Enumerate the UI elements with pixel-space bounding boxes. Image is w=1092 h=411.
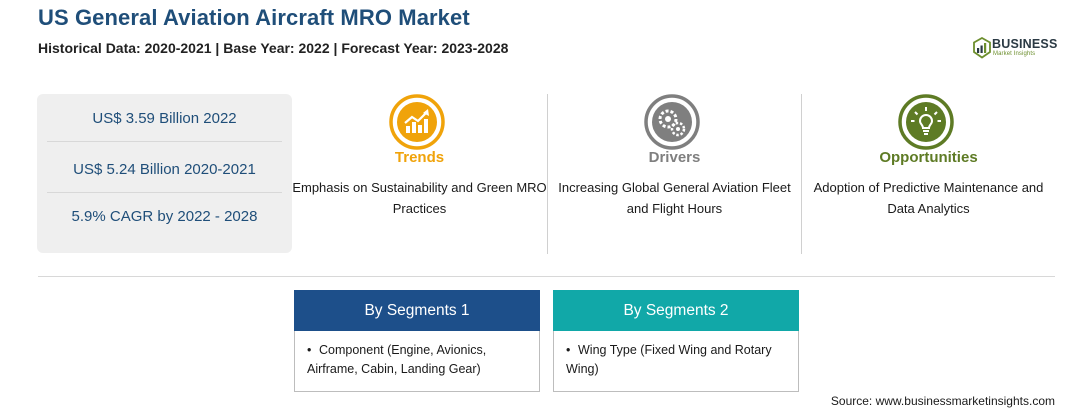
brand-logo-icon (973, 37, 991, 59)
trend-chart-icon (389, 94, 445, 150)
segment-1-list: • Component (Engine, Avionics, Airframe, … (307, 341, 529, 379)
brand-logo-tagline: Market Insights (993, 51, 1036, 57)
bullet-icon: • (566, 343, 571, 357)
stat-divider (47, 192, 282, 193)
segment-card-1: By Segments 1 • Component (Engine, Avioni… (294, 290, 540, 392)
stat-cagr: 5.9% CAGR by 2022 - 2028 (71, 208, 258, 225)
drivers-text: Increasing Global General Aviation Fleet… (558, 180, 791, 216)
segment-card-2: By Segments 2 • Wing Type (Fixed Wing and… (553, 290, 799, 392)
trends-heading: Trends (394, 149, 445, 166)
segment-1-item: Component (Engine, Avionics, Airframe, C… (307, 343, 487, 376)
column-divider (547, 94, 548, 254)
segment-2-list: • Wing Type (Fixed Wing and Rotary Wing) (566, 341, 788, 379)
segment-1-heading: By Segments 1 (294, 290, 540, 331)
drivers-column: Drivers Increasing Global General Aviati… (547, 94, 802, 254)
lightbulb-icon (898, 94, 954, 150)
opportunities-text: Adoption of Predictive Maintenance and D… (813, 180, 1044, 216)
page-subtitle: Historical Data: 2020-2021 | Base Year: … (38, 40, 509, 56)
brand-logo-name: BUSINESS (992, 37, 1058, 51)
brand-logo: BUSINESS Market Insights (972, 36, 1062, 62)
page-title: US General Aviation Aircraft MRO Market (38, 5, 470, 30)
trends-text: Emphasis on Sustainability and Green MRO… (292, 180, 547, 216)
drivers-heading: Drivers (648, 149, 701, 166)
opportunities-column: Opportunities Adoption of Predictive Mai… (801, 94, 1056, 254)
segment-2-heading: By Segments 2 (553, 290, 799, 331)
column-divider (801, 94, 802, 254)
key-stats-panel: US$ 3.59 Billion 2022 US$ 5.24 Billion 2… (37, 94, 292, 253)
bullet-icon: • (307, 343, 312, 357)
stat-divider (47, 141, 282, 142)
trends-column: Trends Emphasis on Sustainability and Gr… (292, 94, 547, 254)
section-divider (38, 276, 1055, 277)
stat-market-value-2022: US$ 3.59 Billion 2022 (92, 110, 237, 127)
source-credit: Source: www.businessmarketinsights.com (830, 394, 1055, 408)
gears-icon (644, 94, 700, 150)
stat-market-value-historical: US$ 5.24 Billion 2020-2021 (73, 161, 256, 178)
opportunities-heading: Opportunities (879, 149, 978, 166)
segment-2-item: Wing Type (Fixed Wing and Rotary Wing) (566, 343, 772, 376)
